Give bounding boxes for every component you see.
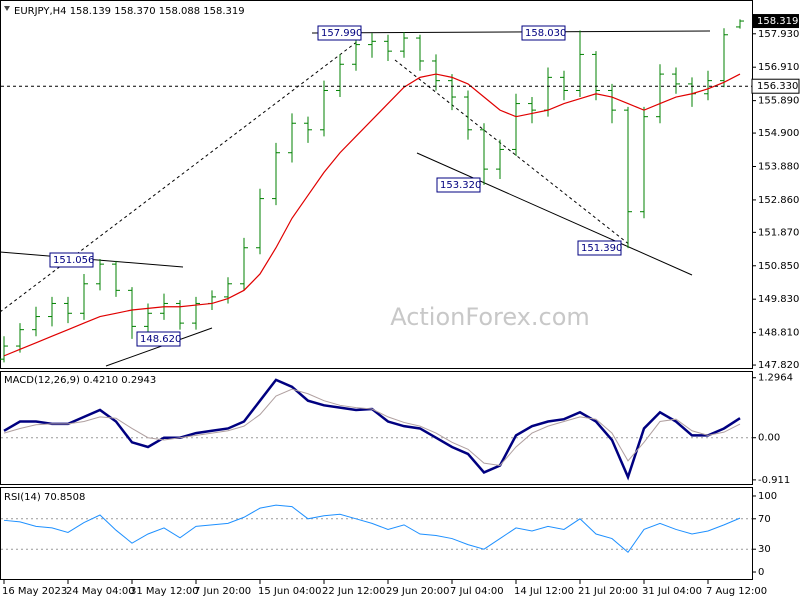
y-tick-label: 30 <box>758 544 771 555</box>
level-label: 156.330 <box>757 81 798 92</box>
x-tick-label: 16 May 2023 <box>2 586 67 597</box>
y-tick-label: 154.900 <box>758 128 799 139</box>
y-tick-label: 150.850 <box>758 261 799 272</box>
annotation-box <box>521 25 566 41</box>
level-box <box>751 78 800 94</box>
y-tick-label: 0.00 <box>758 433 780 444</box>
x-tick-label: 14 Jul 12:00 <box>514 586 574 597</box>
annotation-box <box>317 25 362 41</box>
x-tick-label: 7 Jun 20:00 <box>194 586 251 597</box>
x-tick-label: 7 Aug 12:00 <box>706 586 767 597</box>
bars <box>0 19 744 363</box>
x-tick-label: 31 Jul 04:00 <box>642 586 702 597</box>
rsi-title: RSI(14) 70.8508 <box>4 492 85 503</box>
y-tick-label: 155.890 <box>758 96 799 107</box>
trendline-dashed <box>394 59 631 246</box>
series-line <box>3 388 741 467</box>
annotation-box <box>136 331 181 347</box>
y-tick-label: 147.820 <box>758 360 799 371</box>
price-frame <box>0 0 753 369</box>
y-tick-label: 157.930 <box>758 29 799 40</box>
y-tick-label: 149.830 <box>758 294 799 305</box>
trendline-dashed <box>0 37 363 313</box>
annotation-box <box>49 252 94 268</box>
rsi-frame <box>0 487 753 580</box>
x-tick-label: 21 Jul 20:00 <box>578 586 638 597</box>
trendline <box>311 30 711 34</box>
y-tick-label: 153.880 <box>758 161 799 172</box>
x-tick-label: 15 Jun 04:00 <box>258 586 322 597</box>
y-tick-label: 70 <box>758 514 771 525</box>
macd-frame <box>0 371 753 485</box>
annotation-label: 153.320 <box>440 180 481 191</box>
annotation-label: 158.030 <box>525 28 566 39</box>
y-tick-label: 148.810 <box>758 328 799 339</box>
series-line <box>3 504 741 553</box>
trendline <box>105 327 213 367</box>
panel-frames <box>0 0 753 580</box>
trendline <box>416 152 693 276</box>
annotation-box <box>577 240 622 256</box>
price-title: EURJPY,H4 158.139 158.370 158.088 158.31… <box>14 6 245 17</box>
y-tick-label: 151.870 <box>758 227 799 238</box>
x-tick-label: 29 Jun 20:00 <box>386 586 450 597</box>
y-tick-label: 152.860 <box>758 195 799 206</box>
y-tick-label: 156.910 <box>758 62 799 73</box>
annotation-label: 148.620 <box>140 334 181 345</box>
y-tick-label: -0.911 <box>758 475 790 486</box>
y-tick-label: 1.2964 <box>758 373 793 384</box>
y-tick-label: 0 <box>758 567 764 578</box>
series-line <box>3 73 741 357</box>
x-tick-label: 24 May 04:00 <box>66 586 135 597</box>
annotation-label: 157.990 <box>321 28 362 39</box>
price-box <box>752 14 799 29</box>
x-tick-label: 31 May 12:00 <box>130 586 199 597</box>
x-tick-label: 22 Jun 12:00 <box>322 586 386 597</box>
macd-title: MACD(12,26,9) 0.4210 0.2943 <box>4 375 156 386</box>
annotation-label: 151.390 <box>581 243 622 254</box>
price-label: 158.319 <box>757 16 798 27</box>
y-tick-label: 100 <box>758 491 777 502</box>
annotation-box <box>436 177 481 193</box>
x-tick-label: 7 Jul 04:00 <box>450 586 504 597</box>
watermark: ActionForex.com <box>390 303 590 331</box>
annotation-label: 151.056 <box>53 255 94 266</box>
symbol-icon <box>4 6 10 11</box>
